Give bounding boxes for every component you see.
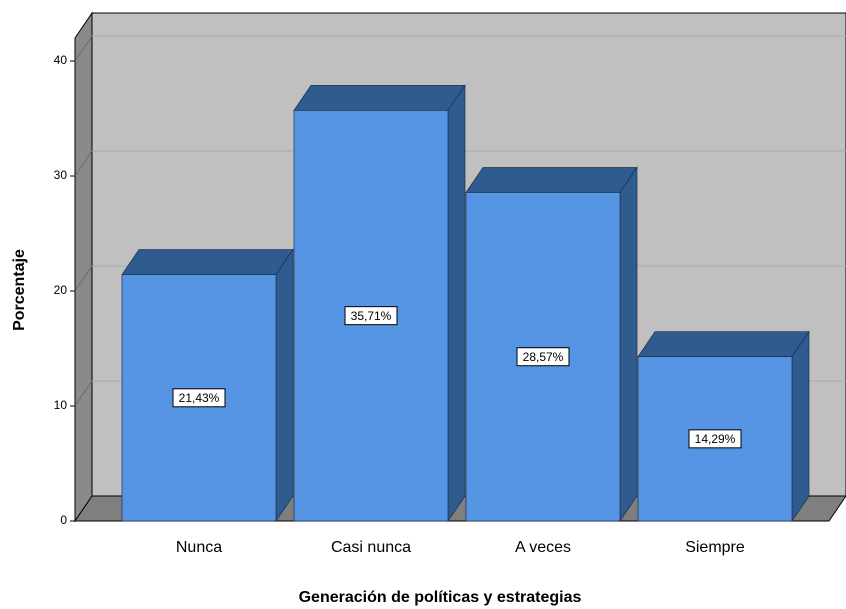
y-tick-label: 0 — [60, 513, 67, 527]
bar-top — [637, 331, 810, 358]
bar-side — [447, 84, 466, 523]
grid-line — [74, 150, 93, 177]
y-tick-label: 20 — [54, 283, 68, 297]
value-label-box — [688, 429, 742, 449]
side-wall — [74, 11, 93, 523]
x-axis-title: Generación de políticas y estrategias — [299, 589, 582, 606]
grid-line — [74, 380, 93, 407]
value-label: 35,71% — [351, 309, 392, 323]
y-tick-label: 10 — [54, 398, 68, 412]
grid-line — [74, 265, 93, 292]
value-label-box — [516, 347, 570, 367]
bar-top — [465, 167, 638, 193]
bar-side — [791, 330, 810, 523]
grid-line — [74, 35, 93, 62]
y-tick-label: 30 — [54, 168, 68, 182]
bar-top — [121, 249, 294, 275]
value-label: 14,29% — [695, 432, 736, 446]
bar-top — [293, 84, 466, 111]
bar-side — [619, 166, 638, 523]
x-tick-label: Nunca — [176, 539, 222, 556]
x-tick-label: Casi nunca — [331, 539, 411, 556]
value-label-box — [344, 306, 398, 326]
x-tick-label: A veces — [515, 539, 571, 556]
value-label: 28,57% — [523, 350, 564, 364]
x-tick-label: Siempre — [685, 539, 745, 556]
value-label-box — [172, 388, 226, 408]
bar-side — [275, 248, 294, 523]
value-label: 21,43% — [179, 391, 220, 405]
y-tick-label: 40 — [54, 53, 68, 67]
y-axis-title: Porcentaje — [11, 249, 28, 331]
